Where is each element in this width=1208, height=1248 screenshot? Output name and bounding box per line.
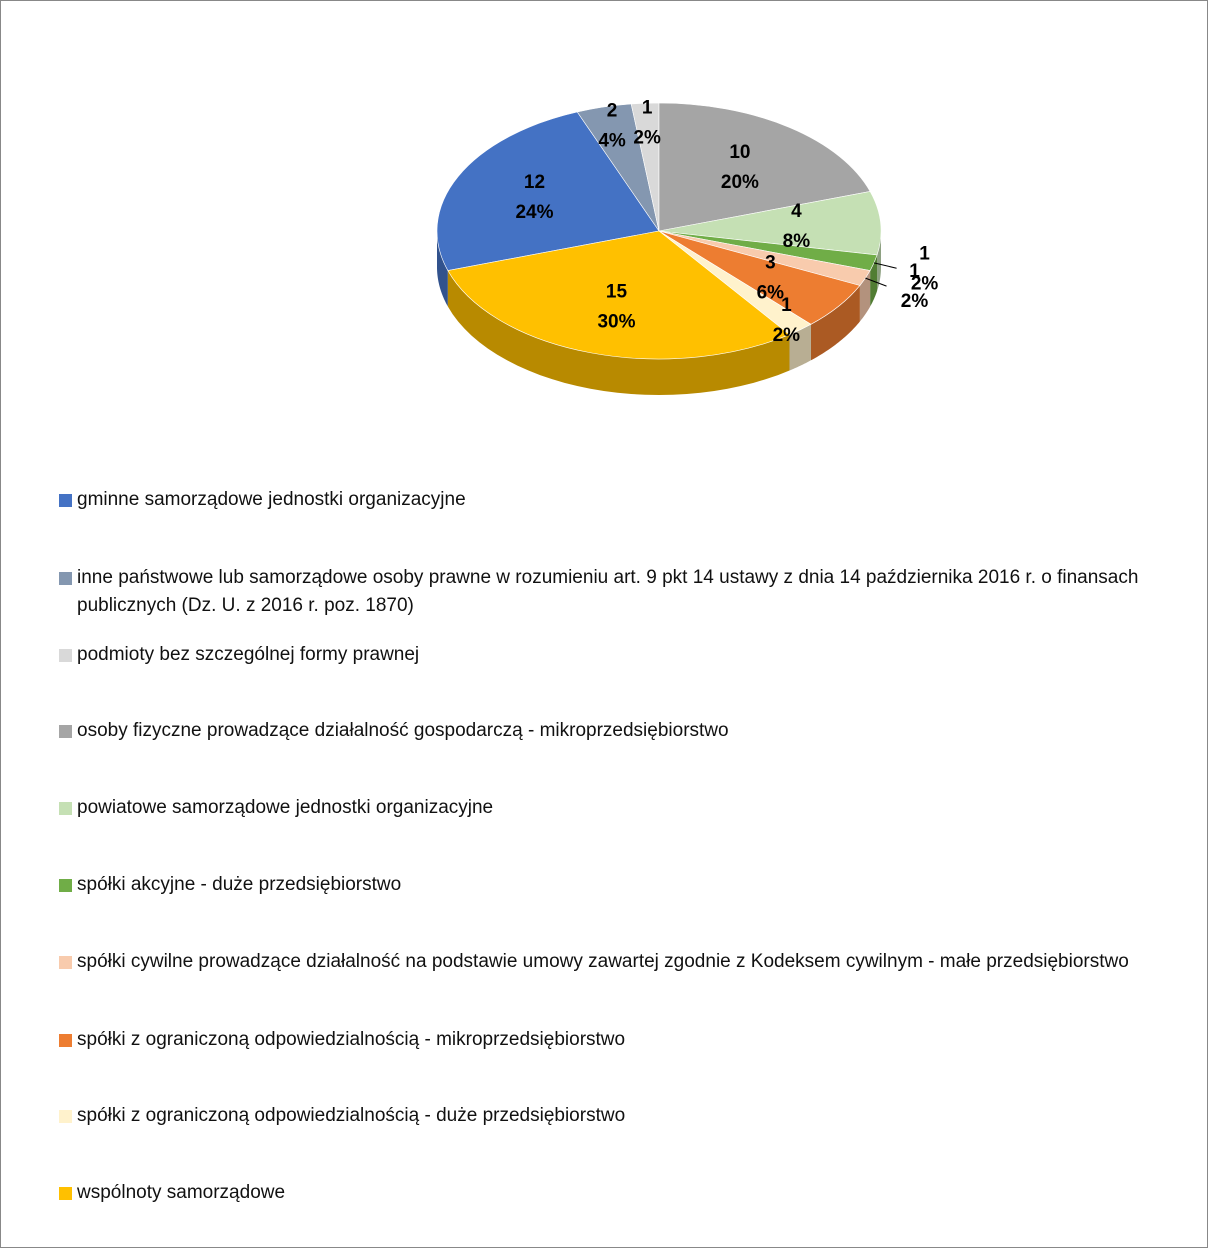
data-label-percent: 4% <box>598 131 626 152</box>
data-label-percent: 2% <box>633 127 661 148</box>
data-label-count: 1 <box>781 295 792 316</box>
data-label-count: 12 <box>524 172 545 193</box>
legend-entry: spółki z ograniczoną odpowiedzialnością … <box>59 1026 1197 1054</box>
legend-entry: inne państwowe lub samorządowe osoby pra… <box>59 564 1197 620</box>
legend-label: gminne samorządowe jednostki organizacyj… <box>77 489 466 510</box>
data-label-count: 1 <box>642 97 653 118</box>
legend-swatch <box>59 956 72 969</box>
slice-side <box>877 231 881 291</box>
legend-entry: wspólnoty samorządowe <box>59 1179 1197 1207</box>
leader-line <box>873 262 897 269</box>
slice <box>447 230 791 360</box>
data-label-count: 3 <box>765 253 776 274</box>
data-label-percent: 6% <box>757 283 785 304</box>
data-label-count: 15 <box>606 281 628 302</box>
legend-entry: osoby fizyczne prowadzące działalność go… <box>59 717 1197 745</box>
legend-label: spółki cywilne prowadzące działalność na… <box>77 951 1129 972</box>
legend-label: wspólnoty samorządowe <box>77 1182 286 1203</box>
slice-side <box>437 231 448 307</box>
data-label-percent: 8% <box>783 231 811 252</box>
data-label-percent: 30% <box>597 311 635 332</box>
slice-side <box>810 285 860 361</box>
legend-swatch <box>59 494 72 507</box>
legend-swatch <box>59 1187 72 1200</box>
data-label-count: 1 <box>909 261 920 282</box>
data-label-percent: 2% <box>911 273 939 294</box>
slice-side <box>789 324 811 371</box>
data-label-percent: 2% <box>901 291 929 312</box>
data-label-count: 10 <box>729 142 750 163</box>
legend-swatch <box>59 1034 72 1047</box>
legend-label: spółki z ograniczoną odpowiedzialnością … <box>77 1105 626 1126</box>
legend-entry: spółki akcyjne - duże przedsiębiorstwo <box>59 871 1197 899</box>
slice <box>658 191 882 256</box>
legend-swatch <box>59 879 72 892</box>
legend-entry: gminne samorządowe jednostki organizacyj… <box>59 486 1197 514</box>
legend-label: spółki z ograniczoną odpowiedzialnością … <box>77 1029 626 1050</box>
legend-label: powiatowe samorządowe jednostki organiza… <box>77 797 494 818</box>
slice-side <box>447 270 790 395</box>
data-label-percent: 24% <box>515 202 553 223</box>
legend-swatch <box>59 649 72 662</box>
legend-swatch <box>59 725 72 738</box>
legend-label: podmioty bez szczególnej formy prawnej <box>77 644 420 665</box>
legend-entry: spółki z ograniczoną odpowiedzialnością … <box>59 1102 1197 1130</box>
legend-entry: podmioty bez szczególnej formy prawnej <box>59 641 1197 669</box>
legend-swatch <box>59 572 72 585</box>
leader-line <box>865 277 887 287</box>
legend-entry: powiatowe samorządowe jednostki organiza… <box>59 794 1197 822</box>
legend-entry: spółki cywilne prowadzące działalność na… <box>59 948 1197 976</box>
slice <box>436 111 660 271</box>
legend-swatch <box>59 1110 72 1123</box>
data-label-count: 1 <box>919 243 930 264</box>
data-label-percent: 2% <box>773 325 801 346</box>
legend-swatch <box>59 802 72 815</box>
data-label-count: 4 <box>791 201 802 222</box>
legend-label: osoby fizyczne prowadzące działalność go… <box>77 720 729 741</box>
slice <box>658 102 871 232</box>
legend-label: inne państwowe lub samorządowe osoby pra… <box>77 567 1139 616</box>
data-label-count: 2 <box>607 101 618 122</box>
slice-side <box>859 270 871 322</box>
data-label-percent: 20% <box>721 172 759 193</box>
legend-label: spółki akcyjne - duże przedsiębiorstwo <box>77 874 402 895</box>
